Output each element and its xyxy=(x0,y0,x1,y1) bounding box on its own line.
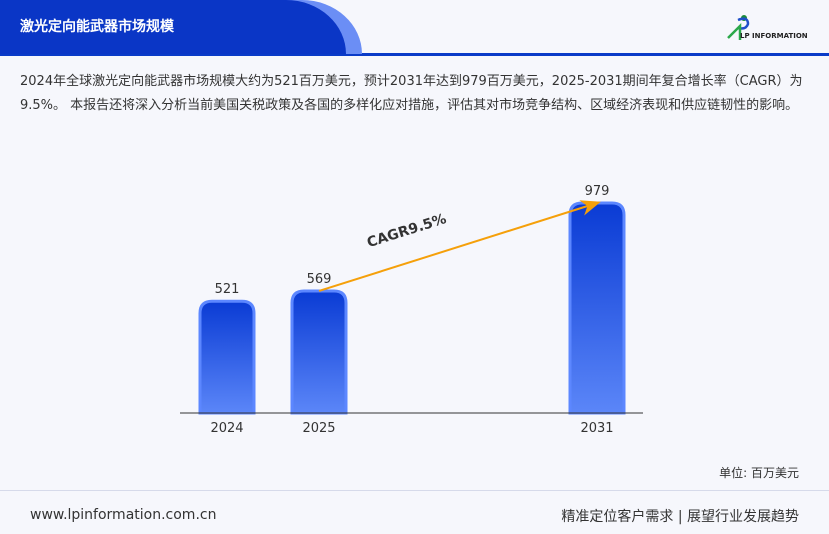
x-tick-label: 2031 xyxy=(580,421,613,436)
header: 激光定向能武器市场规模 LP INFORMATION xyxy=(0,0,829,56)
unit-label: 单位: 百万美元 xyxy=(719,466,799,480)
lp-logo-icon xyxy=(727,15,750,40)
website-link[interactable]: www.lpinformation.com.cn xyxy=(30,507,217,523)
bar-2025 xyxy=(290,289,348,415)
cagr-arrow xyxy=(318,200,601,292)
logo-text: LP INFORMATION xyxy=(740,32,808,40)
data-label: 569 xyxy=(307,272,332,287)
x-tick-label: 2024 xyxy=(210,421,243,436)
slogan: 精准定位客户需求 | 展望行业发展趋势 xyxy=(561,509,799,525)
bar-chart: 521 2024 569 2025 979 2031 CAGR9.5% xyxy=(180,184,643,436)
bar-2031 xyxy=(568,201,626,415)
footer-divider xyxy=(0,490,829,491)
cagr-annotation: CAGR9.5% xyxy=(365,211,448,251)
data-label: 521 xyxy=(215,282,240,297)
description: 2024年全球激光定向能武器市场规模大约为521百万美元，预计2031年达到97… xyxy=(20,74,803,113)
bar-2024 xyxy=(198,299,256,415)
data-label: 979 xyxy=(585,184,610,199)
page-title: 激光定向能武器市场规模 xyxy=(20,19,174,35)
x-tick-label: 2025 xyxy=(302,421,335,436)
header-band xyxy=(0,0,346,54)
